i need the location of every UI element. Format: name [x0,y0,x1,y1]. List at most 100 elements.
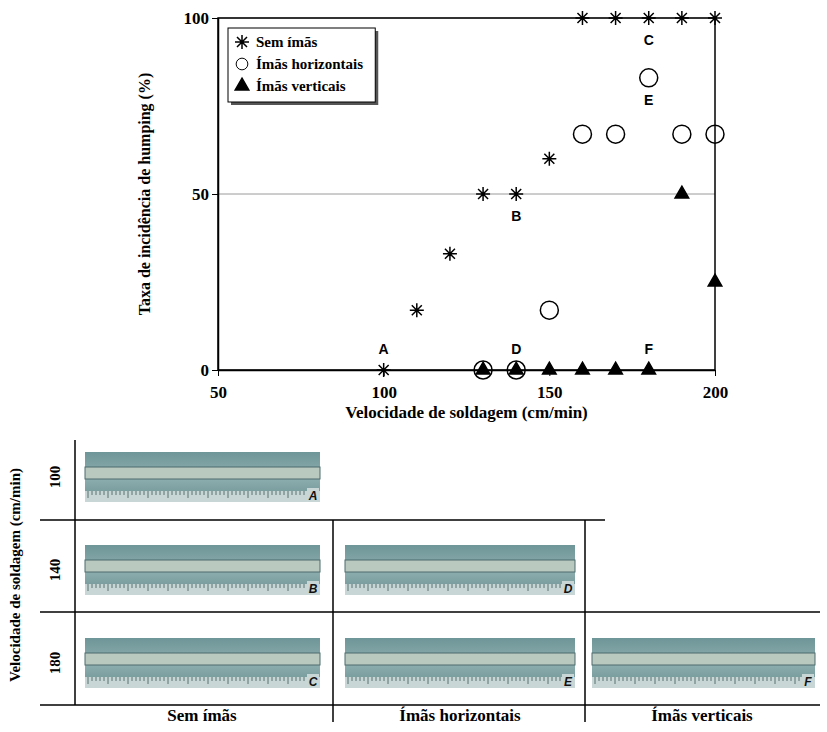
tick-mark [212,194,218,195]
ruler-tick [184,584,185,588]
point [509,187,523,201]
point [476,187,490,201]
photo-background [592,638,815,688]
letter-patch [307,488,319,502]
ruler-tick [512,677,513,681]
ruler-tick [444,677,445,681]
ruler-tick [188,491,189,498]
ruler-tick [500,584,501,588]
annotations: ABCDEF [379,32,654,357]
ruler-tick [508,677,509,684]
series [476,186,722,374]
grid-frame-line [74,440,76,705]
ruler-tick [492,677,493,681]
ruler-tick [476,584,477,588]
ruler-tick [300,491,301,495]
ruler-tick [276,677,277,681]
ruler-tick [252,677,253,681]
ruler-tick [400,677,401,681]
ruler-tick [520,677,521,681]
ruler-tick [88,677,89,684]
row-label: 100 [47,466,63,489]
annotation: D [511,341,521,357]
ruler-tick [112,584,113,588]
ruler-tick [204,584,205,588]
ruler-tick [104,584,105,588]
ruler-tick [651,677,652,681]
ruler-tick [264,677,265,681]
ruler-tick [188,677,189,684]
ruler-tick [675,677,676,684]
point [509,362,523,374]
ruler-tick [352,677,353,681]
legend-item: Ímãs horizontais [236,56,363,72]
ruler-tick [348,584,349,591]
point [642,11,656,25]
ruler-tick [767,677,768,681]
ruler-tick [120,584,121,588]
ruler-tick [520,584,521,588]
grid-frame-line [40,519,605,521]
ruler-tick [196,491,197,495]
ruler-tick [124,584,125,588]
ruler-tick [160,677,161,681]
ruler-ticks [595,677,811,684]
figure-svg: 50100150200050100Velocidade de soldagem … [0,0,827,732]
ruler-tick [488,677,489,684]
legend-symbol [235,35,249,49]
ruler-tick [240,677,241,681]
ruler-tick [372,677,373,681]
legend-symbol [235,78,249,90]
ruler-tick [504,677,505,681]
ruler-tick [192,584,193,588]
ruler-tick [144,584,145,588]
ruler-tick [232,677,233,681]
grid-frame [40,440,820,722]
ruler-tick [380,584,381,588]
legend-symbol [236,58,248,70]
ruler-tick [384,584,385,588]
ruler-tick [264,584,265,588]
ruler-tick [472,584,473,588]
photo-letter: A [308,489,318,503]
ruler-tick [424,677,425,681]
ruler-tick [679,677,680,681]
ruler-tick [619,677,620,681]
letter-patch [562,674,574,688]
annotation: F [644,341,653,357]
ruler-tick [480,584,481,588]
tick-label: 100 [371,383,397,402]
ruler-tick [460,584,461,588]
weld-bead [345,653,575,665]
ruler-tick [180,491,181,495]
ruler-tick [292,677,293,681]
point [573,125,591,143]
ruler-tick [128,584,129,591]
ruler-tick [432,584,433,588]
ruler-tick [603,677,604,681]
ruler-tick [779,677,780,681]
photo-background [345,638,575,688]
ruler-ticks [348,584,572,591]
ruler-tick [360,584,361,588]
ruler-tick [140,677,141,681]
ruler-tick [136,677,137,681]
tick: 50 [192,185,218,204]
ruler-tick [200,677,201,681]
ruler-tick [180,584,181,588]
photo: F [592,638,815,689]
ruler-tick [544,677,545,681]
ruler-tick [500,677,501,681]
ruler-tick [787,677,788,681]
ruler-tick [244,677,245,681]
ruler-tick [532,584,533,588]
ruler-tick [643,677,644,681]
grid-frame-line [332,520,334,722]
ruler-tick [288,584,289,591]
ruler-tick [480,677,481,681]
ruler-tick [635,677,636,684]
annotation: C [644,32,654,48]
ruler-tick [388,677,389,684]
ruler-tick [775,677,776,684]
plot-frame [218,18,715,370]
